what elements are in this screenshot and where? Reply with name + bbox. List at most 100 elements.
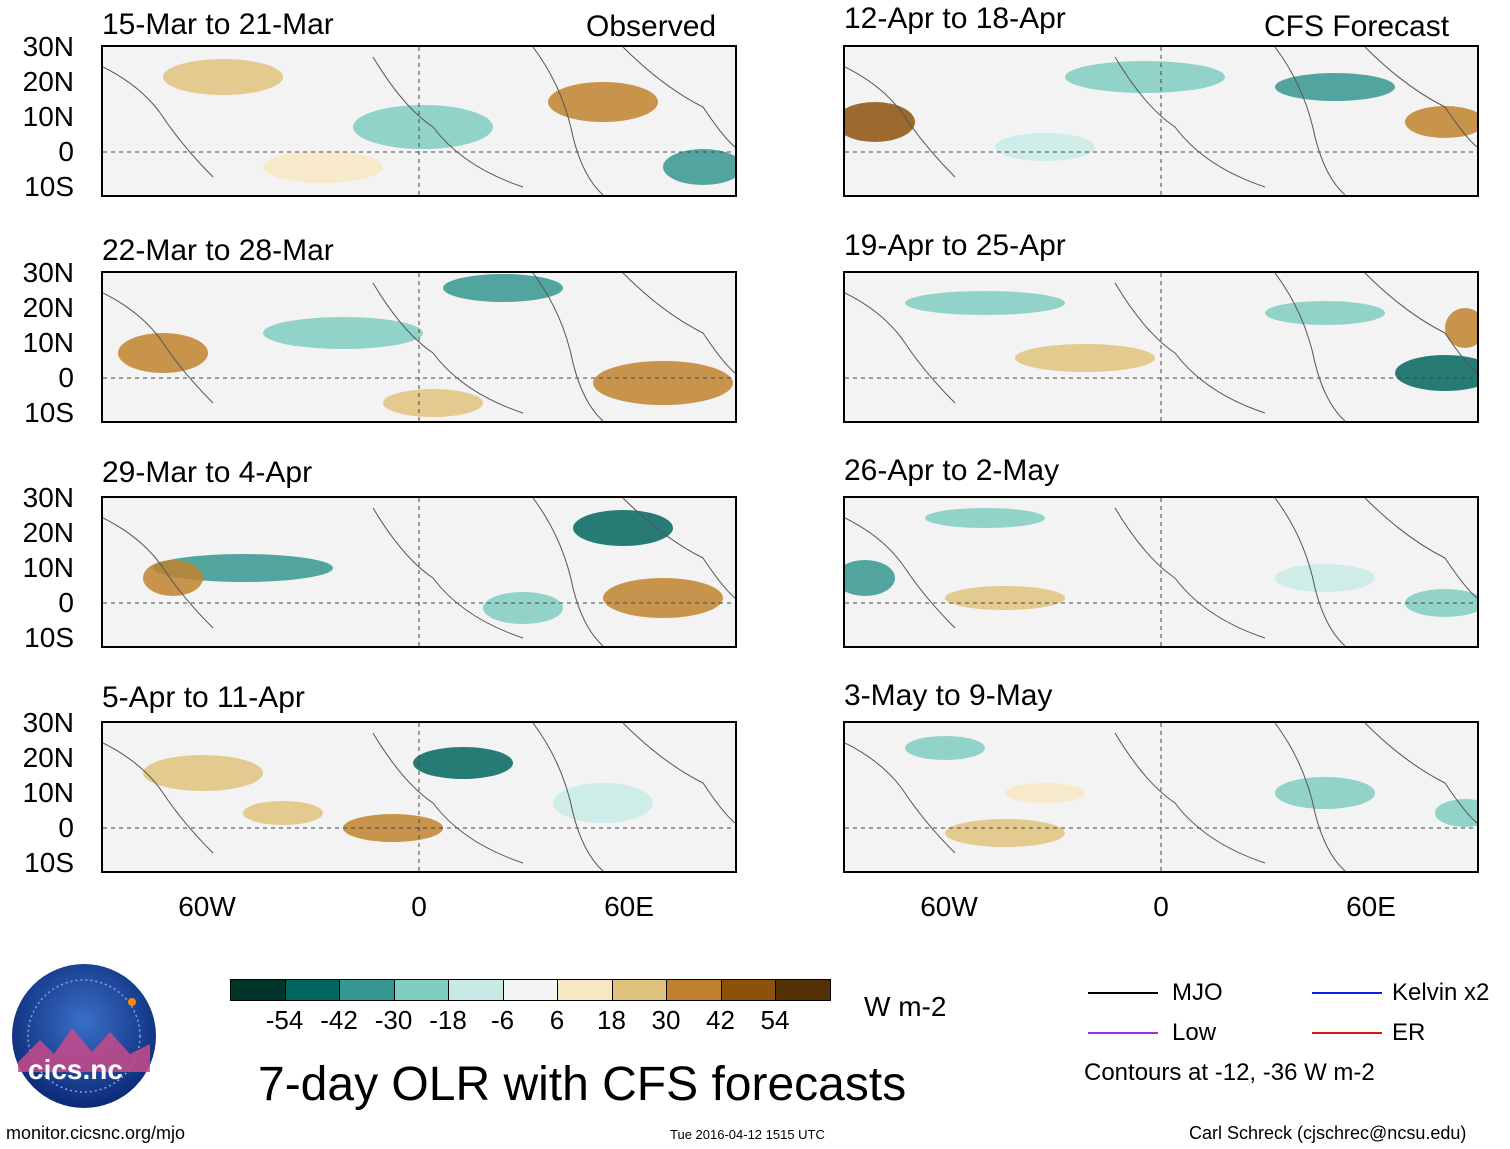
olr-map [103,273,735,421]
coastline [845,273,1477,421]
panel-observed-2 [101,271,737,423]
y-axis-label: 10S [24,171,74,202]
coastline [103,273,735,421]
panel-title-observed-1: 15-Mar to 21-Mar [102,8,334,41]
olr-anomaly-region [353,105,493,149]
colorbar-label: -30 [374,1005,413,1035]
x-label-left-60w: 60W [178,891,236,922]
olr-anomaly-region [1405,589,1477,617]
olr-anomaly-region [593,361,733,405]
olr-anomaly-region [483,592,563,624]
legend-line-er [1312,1032,1382,1034]
colorbar-label: 54 [760,1005,790,1035]
column-label-observed: Observed [586,10,717,43]
panel-forecast-3 [843,496,1479,648]
olr-anomaly-region [1065,61,1225,93]
y-axis-label: 10S [24,847,74,878]
logo-disc [12,964,156,1108]
coastline [103,498,735,646]
olr-anomaly-region [443,274,563,302]
panel-title-observed-2: 22-Mar to 28-Mar [102,234,334,267]
colorbar-label: -6 [490,1005,515,1035]
y-axis-label: 0 [58,362,74,393]
panel-forecast-1 [843,45,1479,197]
olr-map [845,723,1477,871]
x-label-left-0: 0 [411,891,427,922]
panel-title-forecast-4: 3-May to 9-May [844,679,1053,712]
olr-anomaly-region [553,783,653,823]
colorbar-label: -42 [320,1005,358,1035]
panel-title-forecast-2: 19-Apr to 25-Apr [844,229,1066,262]
colorbar-segment [230,979,286,1001]
panel-observed-1 [101,45,737,197]
panel-observed-4 [101,721,737,873]
legend-label-mjo: MJO [1172,979,1223,1006]
olr-anomaly-region [845,102,915,142]
olr-anomaly-region [573,510,673,546]
olr-anomaly-region [548,82,658,122]
colorbar-segment [502,979,558,1001]
colorbar-segment [393,979,449,1001]
x-label-right-60w: 60W [920,891,978,922]
olr-anomaly-region [1265,301,1385,325]
panel-title-observed-4: 5-Apr to 11-Apr [102,681,305,714]
y-axis-label: 20N [22,292,74,323]
y-axis-label: 30N [22,482,74,513]
legend-label-low: Low [1172,1019,1217,1046]
legend-note: Contours at -12, -36 W m-2 [1084,1059,1375,1086]
coastline [845,498,1477,646]
y-axis-label: 10S [24,622,74,653]
olr-map [103,723,735,871]
x-label-left-60e: 60E [604,891,654,922]
legend-line-mjo [1088,992,1158,994]
legend-line-kelvin [1312,992,1382,994]
footer-link[interactable]: monitor.cicsnc.org/mjo [6,1123,186,1143]
olr-anomaly-region [163,59,283,95]
olr-anomaly-region [383,389,483,417]
colorbar-label: 18 [597,1005,626,1035]
olr-anomaly-region [263,317,423,349]
colorbar-segment [557,979,613,1001]
y-axis-label: 0 [58,136,74,167]
olr-anomaly-region [143,755,263,791]
colorbar-units: W m-2 [864,991,947,1022]
x-label-right-60e: 60E [1346,891,1396,922]
olr-map [845,498,1477,646]
olr-anomaly-region [1435,799,1477,827]
coastline [103,47,735,195]
olr-anomaly-region [143,560,203,596]
olr-map [103,47,735,195]
y-axis-label: 10N [22,552,74,583]
logo-mountains [18,1028,150,1072]
colorbar-segment [666,979,722,1001]
olr-anomaly-region [118,333,208,373]
colorbar-label: 30 [651,1005,681,1035]
olr-anomaly-region [945,586,1065,610]
footer-credit: Carl Schreck (cjschrec@ncsu.edu) [1189,1123,1467,1143]
cics-logo: cics.nc [10,962,158,1110]
olr-anomaly-region [905,736,985,760]
legend-label-er: ER [1392,1019,1426,1046]
coastline [845,723,1477,871]
colorbar-segment [284,979,340,1001]
olr-anomaly-region [603,578,723,618]
y-axis-label: 30N [22,707,74,738]
olr-anomaly-region [1275,564,1375,592]
panel-forecast-4 [843,721,1479,873]
olr-anomaly-region [945,819,1065,847]
olr-map [845,47,1477,195]
olr-anomaly-region [413,747,513,779]
y-axis-label: 0 [58,587,74,618]
panel-title-forecast-3: 26-Apr to 2-May [844,454,1060,487]
olr-anomaly-region [1445,308,1477,348]
colorbar-label: 42 [706,1005,735,1035]
y-axis-label: 10N [22,777,74,808]
olr-anomaly-region [995,133,1095,161]
olr-anomaly-region [1005,783,1085,803]
olr-anomaly-region [925,508,1045,528]
olr-map [103,498,735,646]
panel-title-forecast-1: 12-Apr to 18-Apr [844,2,1066,35]
olr-anomaly-region [243,801,323,825]
y-axis-label: 10N [22,101,74,132]
panel-title-observed-3: 29-Mar to 4-Apr [102,456,313,489]
